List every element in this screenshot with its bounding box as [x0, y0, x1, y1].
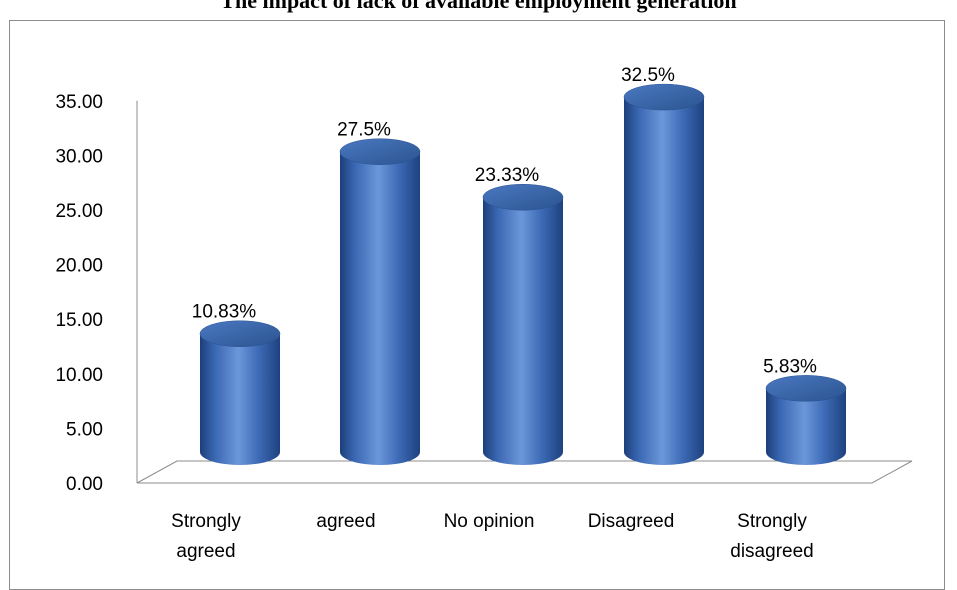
bar [199, 320, 281, 465]
bar-top [623, 83, 705, 111]
bar-body [340, 151, 420, 465]
data-label: 23.33% [475, 165, 540, 186]
bar-body [624, 97, 704, 465]
bar-top [199, 320, 281, 347]
bar-chart: 0.00 5.00 10.00 15.00 20.00 25.00 30.00 35.00 1… [55, 65, 913, 562]
bars [199, 83, 847, 466]
chart-title: The impact of lack of available employme… [220, 0, 737, 13]
category-label: disagreed [730, 541, 813, 562]
bar-top [765, 375, 847, 402]
floor-plane [136, 460, 913, 484]
bar-top [339, 138, 421, 165]
data-label: 27.5% [337, 120, 391, 141]
bar [765, 375, 847, 465]
y-tick-label: 35.00 [55, 92, 103, 113]
category-label: No opinion [444, 511, 535, 532]
y-tick-label: 20.00 [55, 256, 103, 277]
bar-body [483, 197, 563, 466]
labels: 10.83% 27.5% 23.33% 32.5% 5.83% Strongly agree… [171, 65, 817, 562]
data-label: 32.5% [621, 65, 675, 86]
axes: 0.00 5.00 10.00 15.00 20.00 25.00 30.00 35.00 [55, 92, 913, 495]
bar [482, 183, 564, 466]
y-tick-label: 0.00 [66, 474, 103, 495]
bar-top [482, 183, 564, 211]
category-label: Strongly [171, 511, 241, 532]
bar [623, 83, 705, 465]
bar-body [766, 388, 846, 465]
category-label: agreed [176, 541, 235, 562]
y-tick-label: 5.00 [66, 419, 103, 440]
category-label: Strongly [737, 511, 807, 532]
y-tick-label: 30.00 [55, 146, 103, 167]
data-label: 10.83% [192, 302, 257, 323]
y-tick-label: 15.00 [55, 310, 103, 331]
y-tick-label: 25.00 [55, 201, 103, 222]
category-label: Disagreed [588, 511, 675, 532]
bar-body [200, 333, 280, 465]
category-label: agreed [316, 511, 375, 532]
y-tick-label: 10.00 [55, 365, 103, 386]
data-label: 5.83% [763, 356, 817, 377]
bar [339, 138, 421, 465]
